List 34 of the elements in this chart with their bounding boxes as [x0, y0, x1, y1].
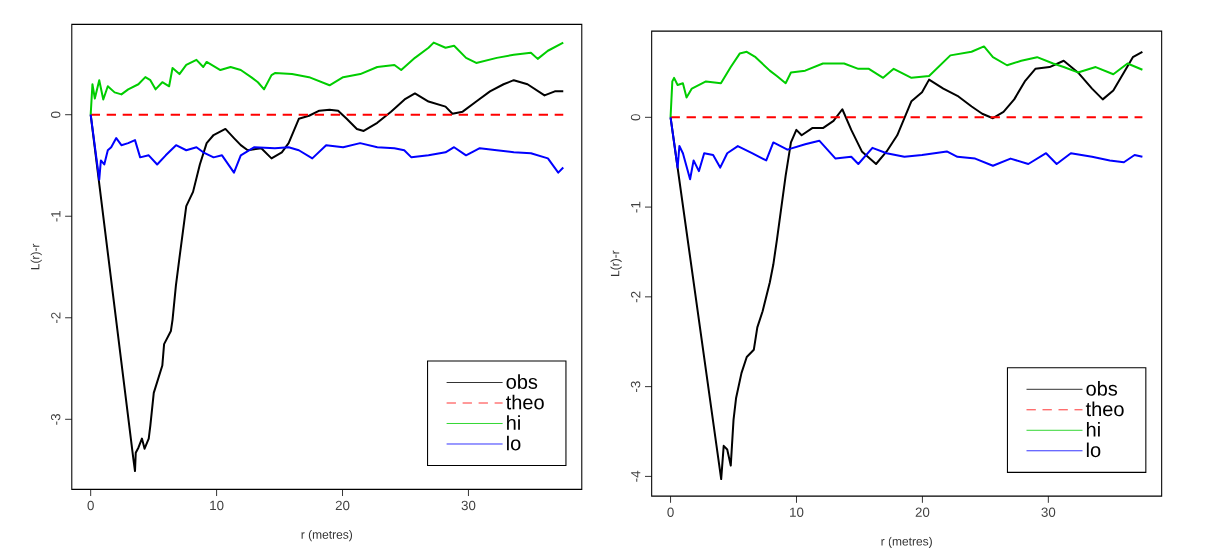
y-tick-label: -4	[631, 470, 641, 482]
legend-label: theo	[505, 394, 544, 410]
line-series	[89, 79, 565, 473]
x-tick-label: 20	[915, 507, 930, 517]
y-tick-label: 0	[50, 111, 61, 118]
legend-label: hi	[1086, 422, 1100, 437]
legend-label: obs	[506, 374, 538, 389]
x-tick-label: 0	[667, 507, 674, 517]
line-series	[669, 45, 1144, 119]
x-tick-label: 20	[335, 500, 350, 511]
y-tick-label: -1	[51, 210, 61, 222]
x-axis-title: r (metres)	[881, 536, 932, 548]
y-tick-label: 0	[630, 114, 641, 121]
line-series	[89, 41, 565, 116]
legend-label: obs	[1086, 381, 1118, 396]
y-axis-title: L(r)-r	[610, 250, 622, 276]
y-tick-label: -1	[631, 201, 641, 213]
y-tick-label: -3	[630, 381, 641, 392]
y-tick-label: -2	[630, 291, 641, 303]
line-series	[669, 116, 1144, 181]
x-tick-label: 0	[87, 500, 94, 511]
x-tick-label: 30	[1041, 507, 1056, 517]
x-tick-label: 30	[461, 500, 476, 511]
y-tick-label: -3	[50, 413, 61, 425]
line-series	[89, 113, 565, 181]
legend-label: lo	[1086, 442, 1101, 458]
y-axis-title: L(r)-r	[30, 243, 42, 270]
legend-label: hi	[507, 415, 520, 430]
y-tick-label: -2	[51, 312, 61, 324]
legend-label: theo	[1085, 401, 1124, 417]
x-axis-title: r (metres)	[301, 529, 353, 542]
x-tick-label: 10	[790, 507, 804, 517]
legend-label: lo	[507, 435, 521, 451]
x-tick-label: 10	[210, 500, 224, 511]
